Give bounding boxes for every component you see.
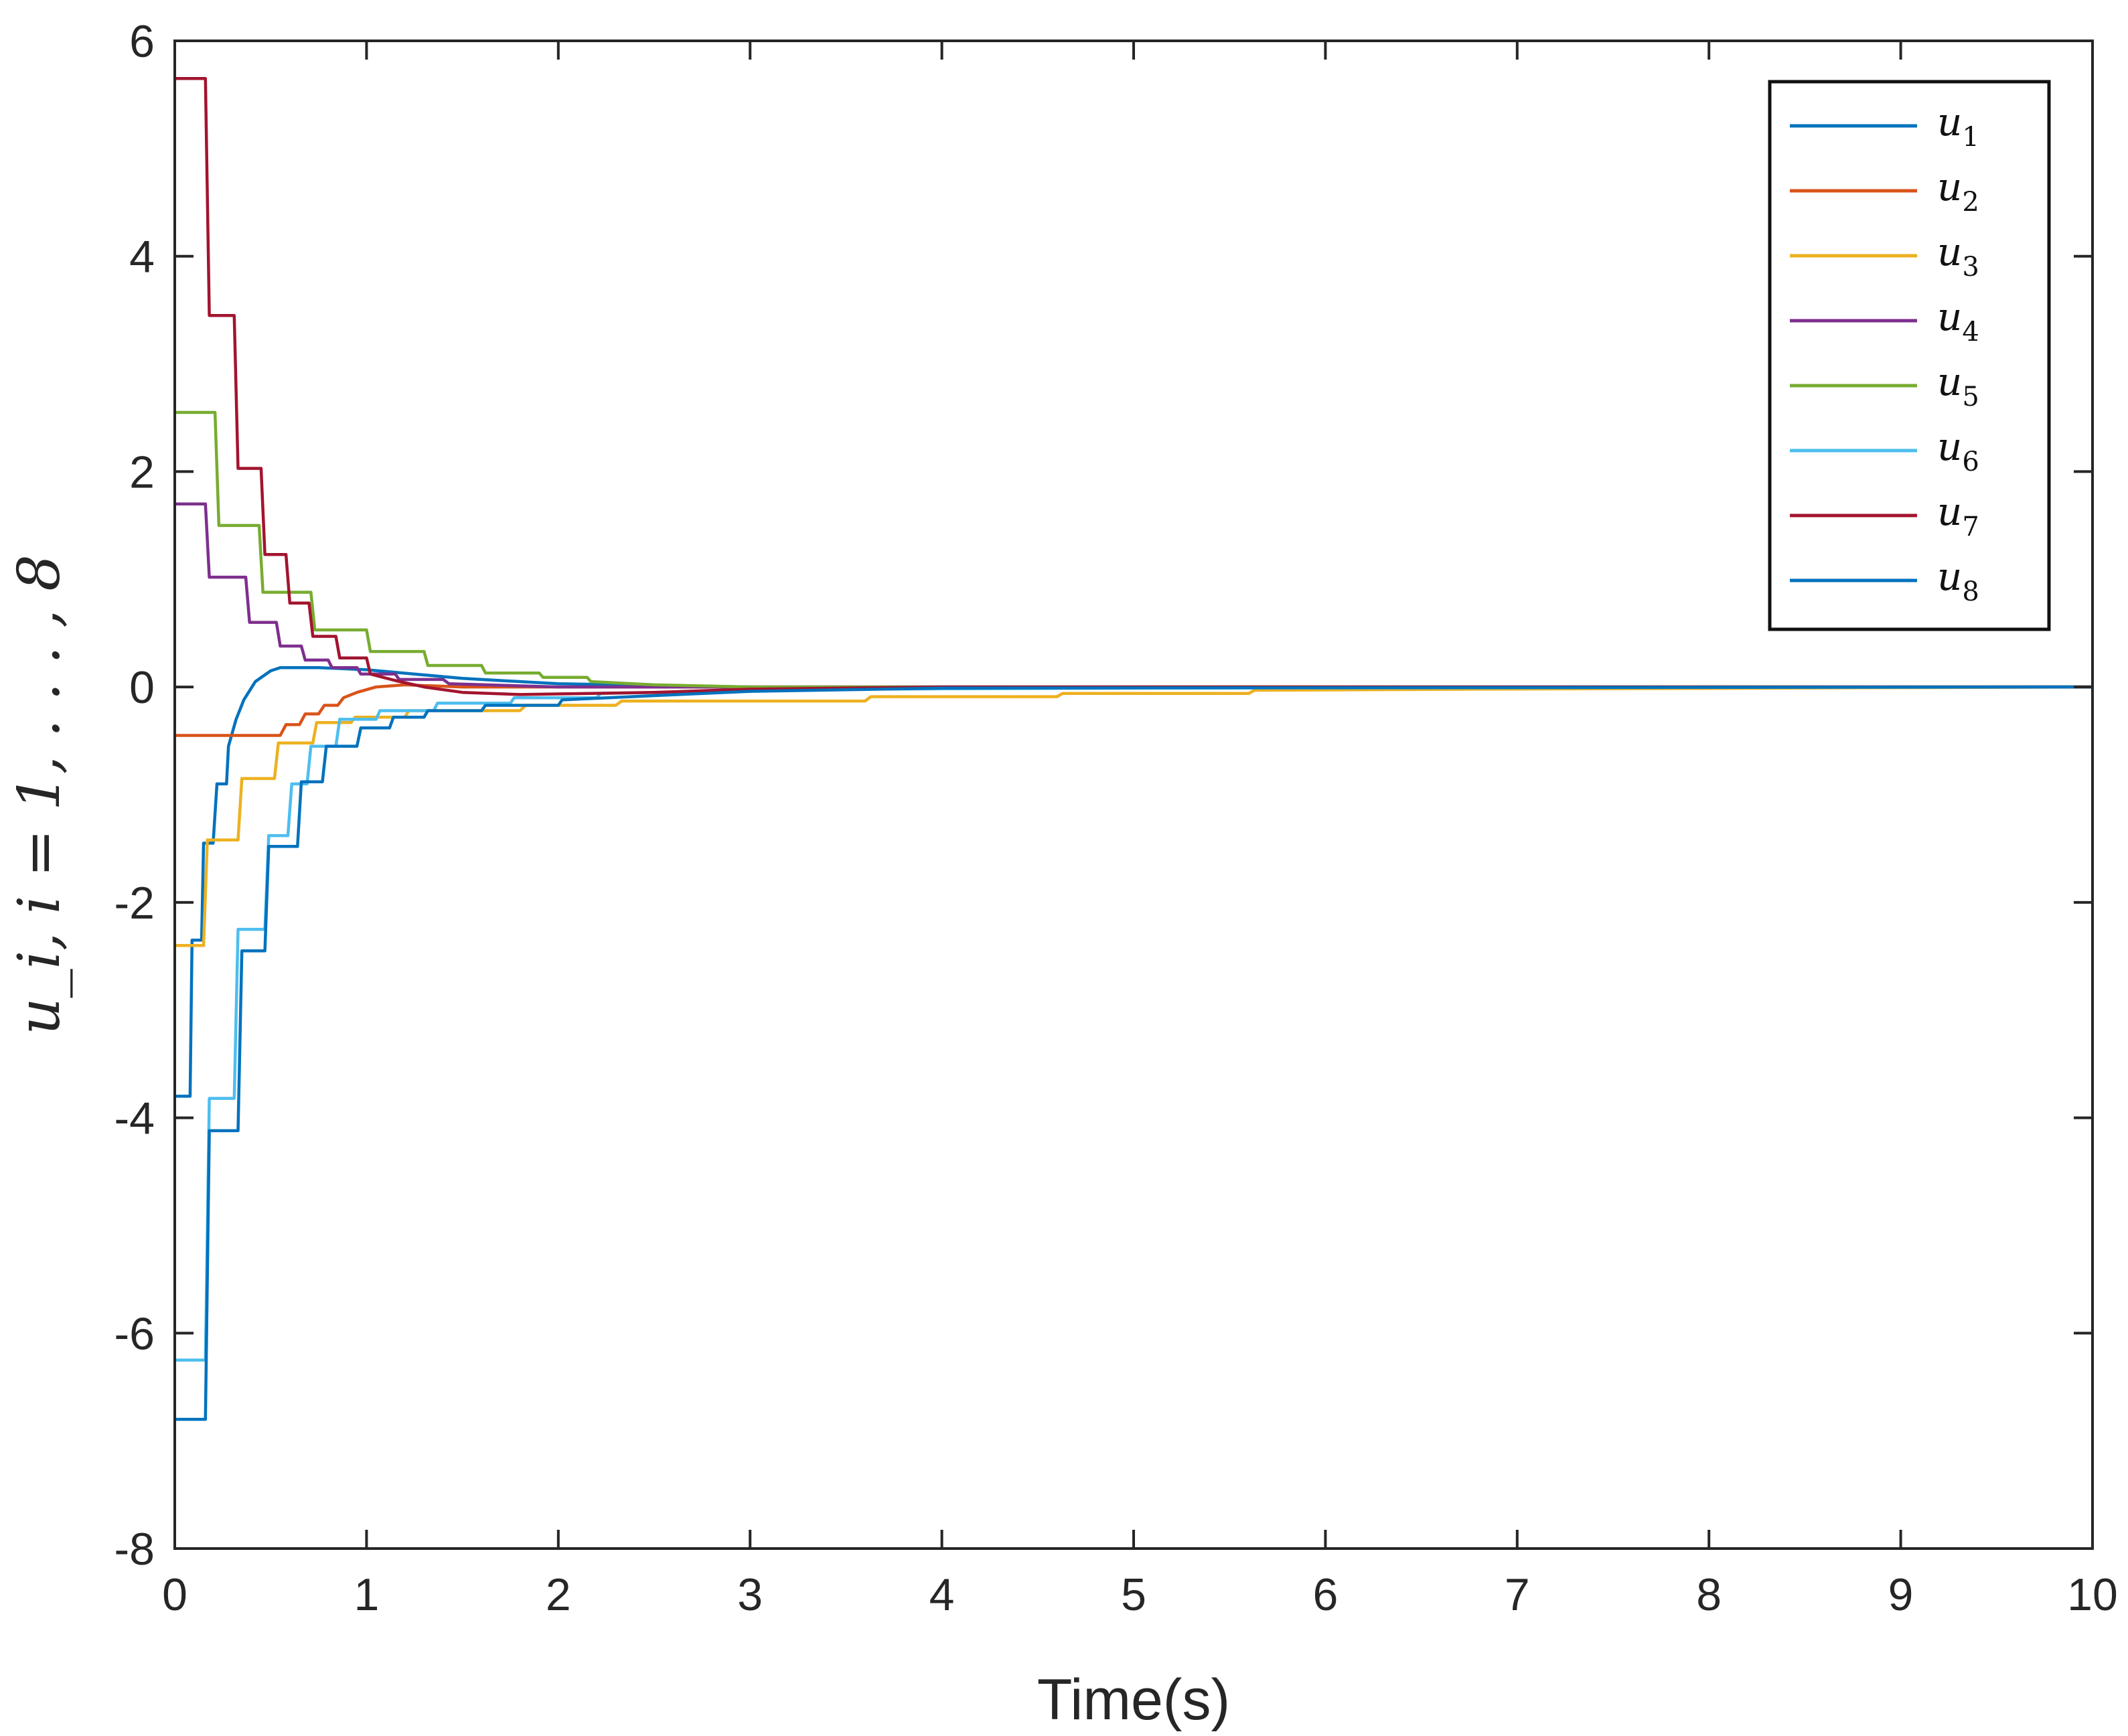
legend-label-u6: u6 (1937, 424, 1979, 477)
series-line-u8 (175, 685, 2093, 1421)
legend-label-u2: u2 (1937, 164, 1979, 218)
x-tick-label: 0 (162, 1569, 187, 1620)
x-axis-label: Time(s) (1037, 1668, 1230, 1732)
y-tick-label: 6 (129, 16, 155, 67)
legend-label-u8: u8 (1937, 554, 1979, 607)
y-tick-label: -2 (115, 878, 155, 929)
x-tick-label: 5 (1121, 1569, 1146, 1620)
tick-layer: 0 1 2 3 4 5 6 7 8 9 10 -8 -6 -4 -2 0 2 4 6 (115, 16, 2118, 1620)
series-line-u2 (175, 683, 2093, 737)
series-line-u1 (175, 665, 2093, 1098)
y-tick-label: -4 (115, 1093, 155, 1144)
series-line-u4 (175, 502, 2093, 689)
series-layer (175, 77, 2093, 1421)
y-tick-label: 2 (129, 447, 155, 497)
legend-box (1768, 80, 2051, 631)
legend-label-u7: u7 (1937, 489, 1979, 542)
y-tick-label: -6 (115, 1308, 155, 1359)
x-tick-label: 9 (1888, 1569, 1914, 1620)
x-tick-label: 4 (929, 1569, 955, 1620)
y-tick-label: 4 (129, 232, 155, 283)
legend: u1 u2 u3 u4 u5 u6 u7 u8 (1768, 80, 2051, 631)
legend-label-u1: u1 (1937, 99, 1979, 153)
x-tick-label: 8 (1696, 1569, 1722, 1620)
x-tick-label: 3 (737, 1569, 763, 1620)
x-tick-label: 7 (1505, 1569, 1530, 1620)
x-tick-label: 10 (2067, 1569, 2118, 1620)
series-line-u5 (175, 410, 2093, 689)
y-axis-label: u_i, i = 1, . . . , 8 (6, 554, 73, 1035)
y-tick-label: 0 (129, 662, 155, 713)
legend-label-u3: u3 (1937, 229, 1979, 283)
x-tick-label: 6 (1312, 1569, 1338, 1620)
series-line-u7 (175, 77, 2093, 696)
legend-label-u5: u5 (1937, 359, 1979, 412)
x-tick-label: 1 (354, 1569, 379, 1620)
legend-label-u4: u4 (1937, 294, 1979, 347)
x-tick-label: 2 (546, 1569, 571, 1620)
y-tick-label: -8 (115, 1524, 155, 1575)
